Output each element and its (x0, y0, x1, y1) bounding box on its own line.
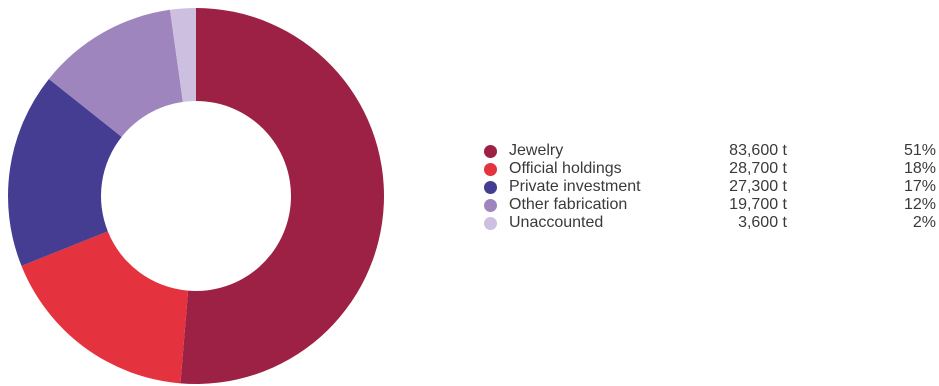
legend-label: Unaccounted (509, 214, 604, 231)
legend-amount: 3,600 t (738, 214, 787, 231)
legend-label: Jewelry (509, 142, 564, 159)
donut-chart (8, 8, 385, 385)
donut-slice-official-holdings (21, 231, 189, 384)
donut-slice-private-investment (8, 78, 122, 266)
legend-amount: 19,700 t (729, 196, 787, 213)
legend-amount: 27,300 t (729, 178, 787, 195)
legend-label: Other fabrication (509, 196, 628, 213)
legend-amount: 83,600 t (729, 142, 787, 159)
donut-slice-unaccounted (169, 8, 196, 102)
legend-percent: 18% (903, 160, 936, 177)
legend-row-private-investment: Private investment 27,300 t 17% (484, 178, 939, 196)
legend-swatch-other-fabrication (484, 199, 497, 212)
legend-row-official-holdings: Official holdings 28,700 t 18% (484, 160, 939, 178)
donut-slice-jewelry (180, 8, 385, 385)
legend-percent: 2% (912, 214, 936, 231)
legend-percent: 12% (903, 196, 936, 213)
legend-swatch-unaccounted (484, 217, 497, 230)
donut-slice-other-fabrication (48, 9, 183, 137)
legend-row-jewelry: Jewelry 83,600 t 51% (484, 142, 939, 160)
legend-label: Official holdings (509, 160, 622, 177)
legend-swatch-private-investment (484, 181, 497, 194)
legend-percent: 51% (903, 142, 936, 159)
legend-row-unaccounted: Unaccounted 3,600 t 2% (484, 214, 939, 232)
legend-percent: 17% (903, 178, 936, 195)
legend-swatch-official-holdings (484, 163, 497, 176)
legend-row-other-fabrication: Other fabrication 19,700 t 12% (484, 196, 939, 214)
legend-swatch-jewelry (484, 145, 497, 158)
legend-amount: 28,700 t (729, 160, 787, 177)
legend-label: Private investment (509, 178, 641, 195)
chart-legend: Jewelry 83,600 t 51% Official holdings 2… (484, 142, 939, 232)
